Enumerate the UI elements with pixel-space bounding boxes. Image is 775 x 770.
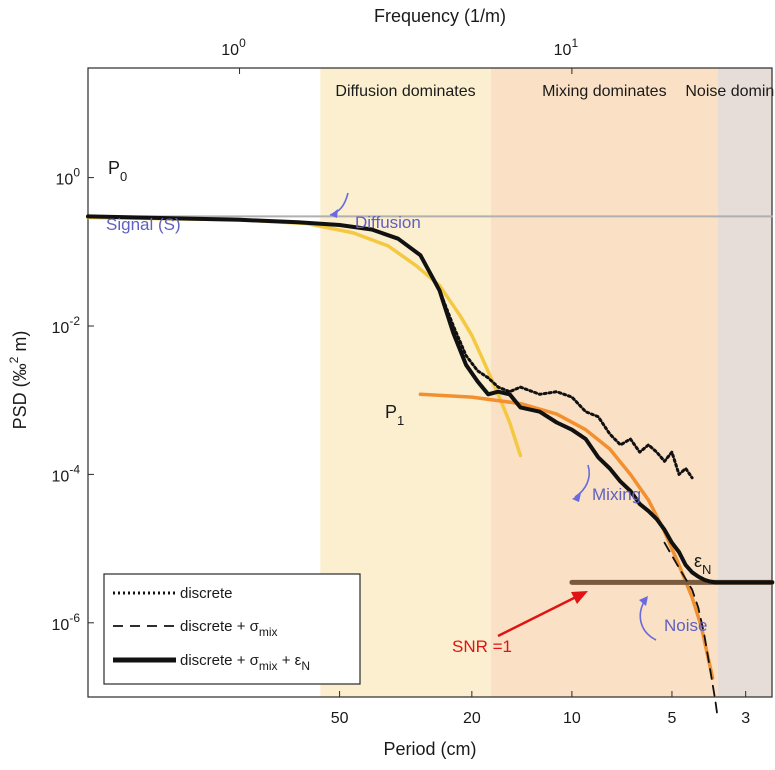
y-tick-label-2: 10-2 xyxy=(52,314,81,337)
p1-label: P1 xyxy=(385,402,404,428)
legend-text-dashed: discrete + σmix xyxy=(180,618,278,639)
region-label-3: Noise dominates xyxy=(685,83,775,100)
mixing-arrowhead xyxy=(572,493,581,502)
legend: discrete discrete + σmix discrete + σmix… xyxy=(103,573,361,685)
ticks: 50 20 10 5 3 100 101 100 10-2 10-4 10-6 xyxy=(52,36,751,727)
x-axis-title: Period (cm) xyxy=(383,739,476,759)
legend-text-discrete: discrete xyxy=(180,585,233,602)
snr-arrowhead xyxy=(571,591,588,604)
y-tick-label-3: 10-4 xyxy=(52,462,81,485)
mixing-label: Mixing xyxy=(592,485,641,504)
plot-frame xyxy=(87,67,773,698)
y-axis-title: PSD (‰2 m) xyxy=(7,331,30,430)
region-label-2: Mixing dominates xyxy=(542,83,667,100)
legend-box xyxy=(103,573,361,685)
snr-label: SNR =1 xyxy=(452,637,512,656)
series-discrete-mix-n xyxy=(86,214,774,585)
regions: Diffusion dominates Mixing dominates Noise… xyxy=(320,68,775,697)
bottom-tick-label-1: 50 xyxy=(331,710,349,727)
series-mixing-model xyxy=(418,392,715,680)
region-2 xyxy=(490,68,718,697)
y-tick-label-1: 100 xyxy=(56,166,81,189)
region-3 xyxy=(717,68,772,697)
x2-axis-title: Frequency (1/m) xyxy=(374,6,506,26)
snr-arrow xyxy=(497,594,579,638)
bottom-tick-label-5: 3 xyxy=(741,710,750,727)
mixing-arrow xyxy=(574,464,591,498)
noise-arrowhead xyxy=(639,596,648,606)
diffusion-arrowhead xyxy=(330,209,338,218)
region-label-1: Diffusion dominates xyxy=(335,83,475,100)
series-group xyxy=(86,214,775,721)
legend-text-solid: discrete + σmix + εN xyxy=(180,652,310,673)
noise-arrow xyxy=(639,599,657,641)
top-tick-label-2: 101 xyxy=(554,36,579,59)
bottom-tick-label-3: 10 xyxy=(563,710,581,727)
epsn-label: εN xyxy=(694,551,711,577)
noise-label: Noise xyxy=(664,616,707,635)
y-tick-label-4: 10-6 xyxy=(52,611,81,634)
bottom-tick-label-4: 5 xyxy=(667,710,676,727)
diffusion-label: Diffusion xyxy=(355,213,421,232)
p0-label: P0 xyxy=(108,158,127,184)
top-tick-label-1: 100 xyxy=(221,36,246,59)
bottom-tick-label-2: 20 xyxy=(463,710,481,727)
signal-label: Signal (S) xyxy=(106,215,181,234)
series-discrete-mix xyxy=(663,541,719,721)
annotations: P0 P1 εN Signal (S) Diffusion Mixing Noi… xyxy=(106,158,711,656)
